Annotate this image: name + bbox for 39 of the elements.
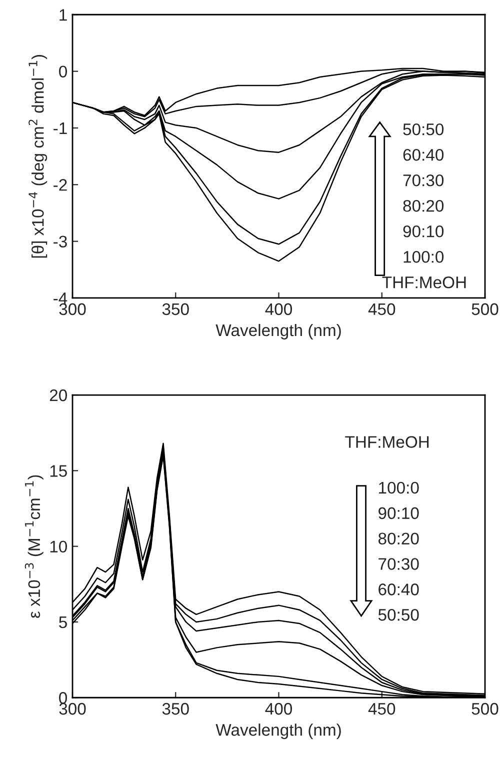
- x-tick-label: 450: [368, 303, 396, 316]
- annotation: 100:0: [379, 482, 419, 494]
- y-tick-label: 0: [59, 692, 67, 704]
- annotation: THF:MeOH: [345, 436, 429, 448]
- x-tick-label: 500: [472, 702, 498, 715]
- annotation: 90:10: [378, 507, 419, 520]
- y-tick-label: -1: [54, 122, 67, 134]
- x-tick-label: 400: [265, 303, 292, 316]
- annotation: 50:50: [403, 123, 444, 136]
- annotation: 80:20: [378, 532, 419, 544]
- annotation: 70:30: [378, 558, 419, 570]
- y-tick-label: -3: [54, 236, 67, 248]
- x-axis-title: Wavelength (nm): [216, 724, 341, 740]
- x-tick-label: 300: [59, 303, 86, 316]
- y-tick-label: 5: [59, 616, 67, 628]
- annotation: 100:0: [404, 250, 444, 263]
- x-axis-title: Wavelength (nm): [216, 324, 341, 340]
- x-tick-label: 450: [368, 702, 396, 715]
- annotation: 50:50: [378, 608, 419, 621]
- y-tick-label: 1: [60, 9, 67, 21]
- x-tick-label: 300: [59, 702, 86, 715]
- y-tick-label: -2: [54, 179, 67, 191]
- y-tick-label: 20: [50, 389, 67, 402]
- x-tick-label: 350: [162, 303, 189, 316]
- annotation: 60:40: [403, 148, 444, 161]
- x-tick-label: 400: [265, 702, 292, 715]
- y-tick-label: -4: [54, 292, 68, 304]
- annotation: 70:30: [403, 174, 444, 186]
- y-axis-title: ε x10$^{−3}$ (M$^{−1}$cm$^{−1}$): [24, 475, 44, 618]
- x-tick-label: 350: [162, 702, 189, 715]
- x-tick-label: 500: [472, 303, 498, 316]
- annotation: 80:20: [403, 200, 444, 212]
- y-tick-label: 0: [59, 66, 67, 78]
- y-axis-title: [θ] x10$^{−4}$ (deg cm$^{2}$ dmol$^{−1}$): [28, 55, 48, 258]
- annotation: THF:MeOH: [382, 276, 466, 288]
- y-tick-label: 15: [50, 465, 67, 477]
- y-tick-label: 10: [50, 540, 67, 553]
- annotation: 60:40: [378, 584, 419, 596]
- annotation: 90:10: [403, 225, 444, 238]
